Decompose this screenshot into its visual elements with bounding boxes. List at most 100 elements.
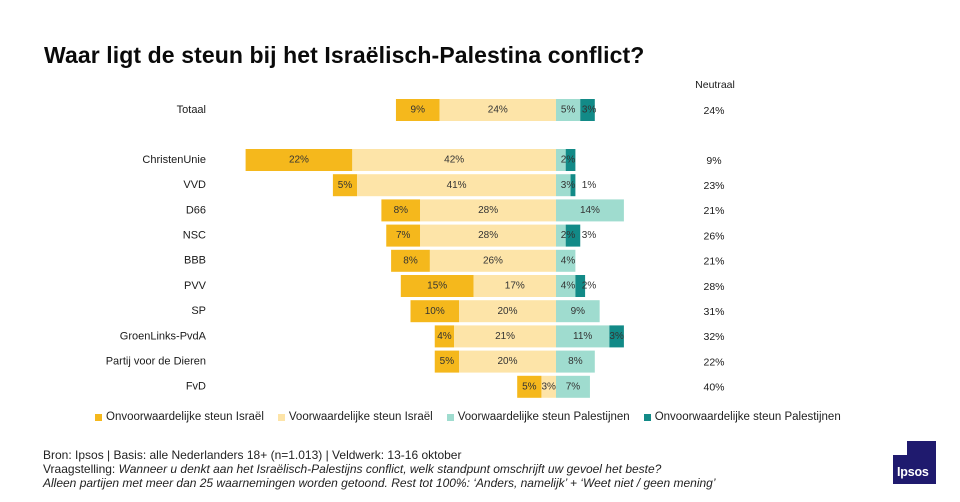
bar-value-label: 3% bbox=[561, 180, 576, 191]
bar-value-label: 2% bbox=[561, 230, 576, 241]
bar-segment bbox=[332, 174, 358, 197]
bar-value-label: 2% bbox=[582, 281, 597, 292]
bar-value-label: 2% bbox=[561, 155, 576, 166]
bar-segment bbox=[395, 99, 440, 121]
bar-value-label: 1% bbox=[582, 180, 597, 191]
bar-value-label: 5% bbox=[522, 381, 537, 392]
bar-value-label: 4% bbox=[561, 281, 576, 292]
bar-value-label: 9% bbox=[411, 105, 426, 116]
neutral-value: 22% bbox=[703, 356, 724, 368]
category-label: SP bbox=[191, 305, 206, 317]
bar-segment bbox=[565, 224, 581, 247]
neutral-value: 21% bbox=[703, 205, 724, 217]
bar-segment bbox=[386, 224, 421, 247]
bar-value-label: 8% bbox=[568, 356, 583, 367]
legend-swatch bbox=[643, 413, 651, 421]
bar-segment bbox=[556, 249, 576, 272]
category-label: PVV bbox=[184, 280, 207, 292]
legend-item: Voorwaardelijke steun Israël bbox=[277, 411, 433, 423]
bar-segment bbox=[439, 99, 556, 121]
bar-value-label: 8% bbox=[394, 205, 409, 216]
bar-segment bbox=[565, 149, 576, 171]
category-label: FvD bbox=[186, 381, 206, 393]
neutral-value: 24% bbox=[703, 105, 724, 117]
bar-value-label: 3% bbox=[609, 331, 624, 342]
legend-swatch bbox=[277, 413, 285, 421]
bar-segment bbox=[245, 149, 353, 171]
category-label: ChristenUnie bbox=[142, 154, 206, 166]
legend: Onvoorwaardelijke steun Israël Voorwaard… bbox=[95, 411, 841, 423]
bar-segment bbox=[556, 350, 595, 373]
bar-value-label: 8% bbox=[403, 255, 418, 266]
legend-item: Onvoorwaardelijke steun Palestijnen bbox=[643, 411, 841, 423]
bar-segment bbox=[400, 275, 474, 297]
bar-value-label: 5% bbox=[561, 105, 576, 116]
bar-value-label: 3% bbox=[582, 105, 597, 116]
bar-segment bbox=[570, 174, 576, 197]
bar-value-label: 4% bbox=[561, 255, 576, 266]
category-label: Partij voor de Dieren bbox=[106, 356, 206, 368]
legend-label: Onvoorwaardelijke steun Palestijnen bbox=[654, 411, 841, 423]
bar-value-label: 5% bbox=[338, 180, 353, 191]
bar-segment bbox=[429, 249, 556, 272]
bar-value-label: 21% bbox=[495, 331, 515, 342]
neutral-header: Neutraal bbox=[695, 79, 735, 91]
bar-segment bbox=[556, 174, 571, 197]
bar-segment bbox=[556, 325, 610, 348]
neutral-value: 9% bbox=[706, 155, 721, 167]
bar-value-label: 9% bbox=[571, 306, 586, 317]
bar-segment bbox=[459, 350, 556, 373]
legend-label: Voorwaardelijke steun Palestijnen bbox=[457, 411, 630, 423]
category-label: D66 bbox=[186, 204, 206, 216]
bar-value-label: 26% bbox=[483, 255, 503, 266]
bar-segment bbox=[391, 249, 430, 272]
bar-value-label: 10% bbox=[425, 306, 445, 317]
sample-note: Alleen partijen met meer dan 25 waarnemi… bbox=[43, 476, 716, 490]
logo-text: Ipsos bbox=[897, 465, 929, 479]
bar-segment bbox=[556, 149, 566, 171]
bar-segment bbox=[556, 199, 624, 222]
category-label: GroenLinks-PvdA bbox=[120, 330, 207, 342]
bar-value-label: 17% bbox=[505, 281, 525, 292]
bar-segment bbox=[556, 375, 590, 398]
neutral-value: 26% bbox=[703, 230, 724, 242]
legend-label: Voorwaardelijke steun Israël bbox=[288, 411, 433, 423]
logo-notch bbox=[893, 441, 907, 455]
bar-value-label: 3% bbox=[582, 230, 597, 241]
category-label: NSC bbox=[183, 230, 206, 242]
bar-value-label: 5% bbox=[440, 356, 455, 367]
bar-segment bbox=[473, 275, 556, 297]
bar-segment bbox=[580, 99, 595, 121]
bar-value-label: 20% bbox=[497, 306, 517, 317]
category-label: BBB bbox=[184, 255, 206, 267]
bar-segment bbox=[517, 375, 542, 398]
legend-swatch bbox=[95, 413, 102, 421]
bar-value-label: 20% bbox=[497, 356, 517, 367]
bar-value-label: 42% bbox=[444, 155, 464, 166]
neutral-value: 21% bbox=[703, 256, 724, 268]
chart-title: Waar ligt de steun bij het Israëlisch-Pa… bbox=[44, 42, 645, 68]
ipsos-logo: Ipsos bbox=[893, 441, 936, 484]
source-note: Bron: Ipsos | Basis: alle Nederlanders 1… bbox=[43, 448, 462, 462]
bar-value-label: 7% bbox=[566, 381, 581, 392]
neutral-value: 40% bbox=[703, 382, 724, 394]
bar-segment bbox=[575, 275, 586, 297]
bar-value-label: 41% bbox=[447, 180, 467, 191]
bar-segment bbox=[556, 224, 566, 247]
bar-segment bbox=[556, 300, 600, 323]
bar-value-label: 24% bbox=[488, 105, 508, 116]
category-label: VVD bbox=[183, 179, 206, 191]
neutral-value: 23% bbox=[703, 180, 724, 192]
neutral-value: 31% bbox=[703, 306, 724, 318]
bar-segment bbox=[357, 174, 556, 197]
footer: Bron: Ipsos | Basis: alle Nederlanders 1… bbox=[43, 448, 716, 490]
bar-value-label: 14% bbox=[580, 205, 600, 216]
bar-segment bbox=[352, 149, 556, 171]
bar-segment bbox=[410, 300, 459, 323]
bar-value-label: 7% bbox=[396, 230, 411, 241]
legend-item: Voorwaardelijke steun Palestijnen bbox=[446, 411, 630, 423]
bar-segment bbox=[434, 350, 459, 373]
question-text: Wanneer u denkt aan het Israëlisch-Pales… bbox=[118, 462, 662, 476]
bar-value-label: 4% bbox=[437, 331, 452, 342]
